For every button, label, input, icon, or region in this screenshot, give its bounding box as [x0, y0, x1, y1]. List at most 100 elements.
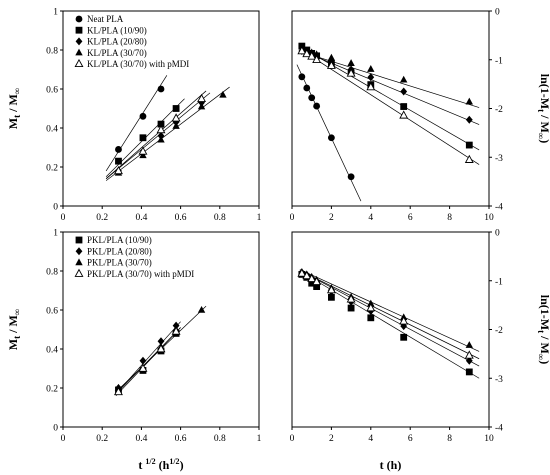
legend-marker: [74, 58, 84, 68]
data-point: [157, 135, 165, 143]
data-point: [114, 165, 123, 175]
y-tick-label: 0.6: [46, 307, 58, 317]
legend-marker: [75, 37, 83, 46]
y-tick-label: -3: [495, 375, 503, 385]
data-point: [172, 122, 180, 129]
data-point: [465, 341, 473, 348]
data-point: [399, 110, 409, 119]
data-point: [303, 84, 311, 92]
data-point: [115, 146, 122, 153]
legend-marker: [75, 48, 83, 56]
data-point: [297, 268, 307, 277]
y-tick-label: -4: [495, 424, 503, 434]
x-tick-label: 0.6: [175, 213, 187, 223]
x-tick-label: 0: [290, 434, 295, 444]
data-point: [307, 51, 317, 60]
y-axis-label: ln(1-Mt / M∞): [536, 74, 550, 143]
data-point: [302, 270, 312, 280]
y-tick-label: 0.8: [46, 47, 58, 57]
x-tick-label: 4: [368, 213, 373, 223]
data-point: [171, 326, 181, 335]
legend-label: PKL/PLA (30/70): [87, 258, 152, 268]
x-tick-label: 10: [484, 213, 494, 223]
data-point: [366, 303, 376, 312]
data-point: [313, 283, 321, 290]
data-point: [138, 363, 148, 372]
x-tick-label: 8: [447, 213, 452, 223]
trend-line: [299, 48, 480, 165]
x-tick-label: 2: [329, 434, 334, 444]
series-diamond: [298, 46, 480, 125]
y-tick-label: 0.4: [46, 346, 58, 356]
data-point: [465, 97, 473, 105]
trend-line: [299, 49, 480, 125]
panel-tl: 0 0.2 0.4 0.6 0.8 1 0 0.2 0.4 0.6 0.8 1 Mt / M∞ Neat …: [6, 8, 262, 224]
series-triangle-open: [114, 326, 181, 397]
data-point: [298, 73, 306, 81]
x-tick-label: 8: [447, 434, 452, 444]
data-point: [157, 85, 165, 93]
series-triangle-open: [297, 268, 480, 360]
data-point: [157, 337, 165, 346]
x-tick-label: 1: [257, 434, 262, 444]
data-point: [312, 54, 322, 63]
trend-line: [299, 270, 480, 360]
y-axis-label: Mt / M∞: [6, 309, 22, 350]
x-tick-label: 1: [257, 213, 262, 223]
data-point: [328, 134, 335, 142]
panel-tr: 0 2 4 6 8 10 0 -1 -2 -3 -4 ln(1-Mt / M∞): [290, 8, 550, 224]
data-point: [327, 53, 336, 61]
data-point: [367, 73, 375, 82]
x-tick-label: 10: [484, 434, 494, 444]
data-point: [400, 333, 408, 341]
y-tick-label: -4: [495, 203, 503, 213]
y-tick-label: -1: [495, 277, 503, 287]
data-point: [347, 304, 355, 312]
data-point: [464, 154, 474, 163]
y-tick-label: 0: [53, 424, 58, 434]
legend-label: PKL/PLA (30/70) with pMDI: [87, 269, 194, 279]
data-point: [465, 115, 473, 124]
trend-line: [299, 270, 480, 379]
data-point: [197, 93, 207, 103]
series-circle: [105, 75, 168, 172]
data-point: [347, 173, 355, 181]
data-point: [172, 105, 180, 112]
trend-line: [299, 46, 480, 151]
legend-marker: [75, 258, 83, 266]
data-point: [313, 102, 321, 110]
data-point: [367, 314, 375, 322]
x-tick-label: 0.8: [214, 213, 226, 223]
y-tick-label: 0.2: [46, 385, 58, 395]
x-tick-label: 0.2: [96, 434, 108, 444]
x-tick-label: 0: [61, 213, 66, 223]
data-point: [219, 90, 227, 98]
data-point: [465, 368, 473, 376]
legend-label: PKL/PLA (20/80): [87, 246, 152, 256]
data-point: [465, 356, 473, 365]
trend-line: [105, 90, 207, 179]
y-tick-label: 0: [53, 203, 58, 213]
series-triangle: [298, 267, 480, 352]
x-tick-label: 2: [329, 213, 334, 223]
data-point: [139, 134, 147, 142]
data-point: [197, 306, 206, 313]
trend-line: [115, 327, 181, 397]
data-point: [366, 82, 376, 91]
data-point: [465, 141, 473, 149]
y-tick-label: 0: [495, 8, 500, 18]
data-point: [138, 146, 148, 155]
y-tick-label: 0.2: [46, 164, 58, 174]
legend-marker: [75, 236, 83, 244]
data-point: [399, 75, 408, 83]
legend-label: KL/PLA (30/70): [87, 48, 147, 58]
data-point: [399, 316, 409, 325]
data-point: [400, 87, 408, 96]
trend-line: [105, 86, 230, 181]
y-tick-label: 0.6: [46, 86, 58, 96]
data-point: [308, 94, 316, 102]
x-tick-label: 4: [368, 434, 373, 444]
y-tick-label: -2: [495, 326, 503, 336]
